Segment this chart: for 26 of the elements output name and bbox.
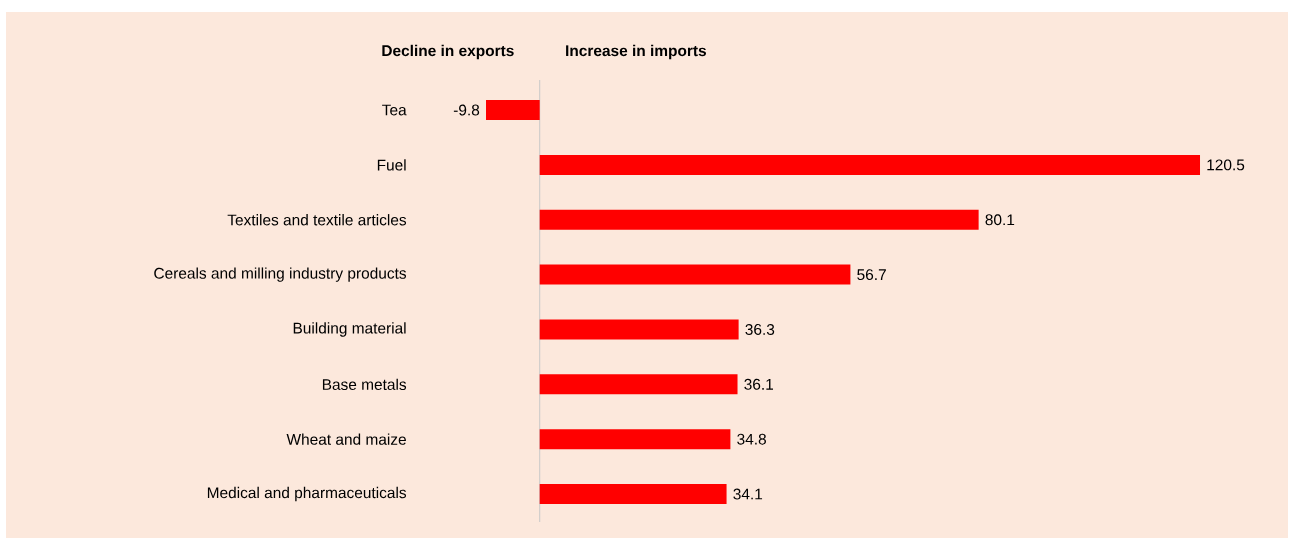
data-label: 36.1 — [744, 378, 774, 390]
data-label: 56.7 — [857, 269, 886, 281]
y-tick-label: Cereals and milling industry products — [154, 267, 407, 282]
data-label: 34.8 — [737, 433, 766, 445]
y-tick-label: Fuel — [377, 159, 406, 171]
bar — [539, 154, 1201, 175]
bar — [539, 319, 739, 340]
data-label: 36.3 — [745, 324, 775, 335]
y-tick-label: Medical and pharmaceuticals — [207, 486, 407, 502]
y-tick-label: Tea — [382, 104, 407, 116]
bar — [539, 484, 727, 505]
y-tick-label: Textiles and textile articles — [227, 214, 407, 226]
y-tick-label: Wheat and maize — [286, 433, 406, 445]
data-label: -9.8 — [453, 104, 480, 116]
data-label: 120.5 — [1207, 159, 1245, 171]
text: Decline in exports — [382, 44, 514, 60]
y-tick-label: Base metals — [322, 378, 407, 391]
bar — [539, 374, 738, 395]
bar — [539, 429, 731, 450]
y-tick-label: Building material — [293, 322, 406, 337]
bar — [539, 264, 851, 285]
data-label: 80.1 — [985, 214, 1015, 226]
data-label: 34.1 — [733, 488, 763, 500]
bar — [486, 100, 540, 121]
bar — [539, 209, 979, 230]
text: Increase in imports — [566, 44, 707, 60]
